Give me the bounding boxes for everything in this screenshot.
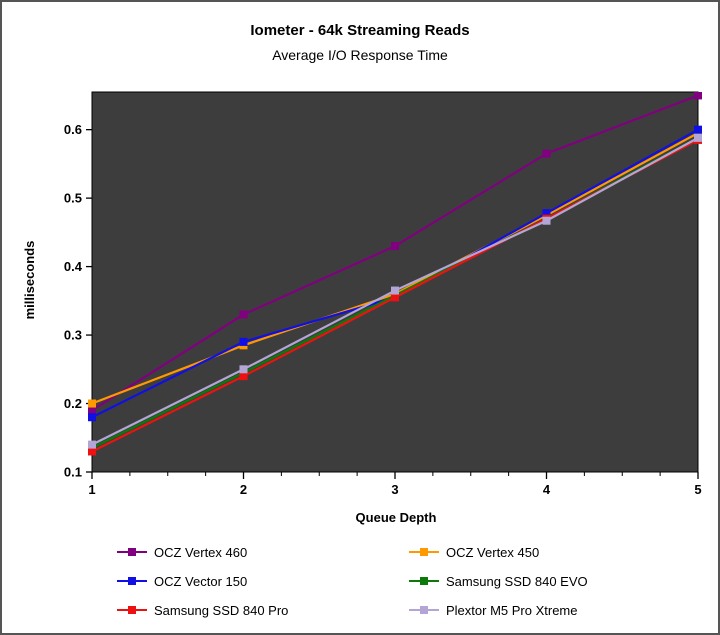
- legend-marker-icon: [409, 547, 439, 557]
- data-point-marker: [239, 310, 248, 319]
- data-point-marker: [88, 413, 96, 422]
- x-tick-label: 3: [391, 482, 398, 497]
- legend-item: OCZ Vertex 450: [409, 542, 701, 562]
- data-point-marker: [694, 92, 702, 100]
- y-tick-label: 0.4: [64, 259, 83, 274]
- legend-label: Samsung SSD 840 Pro: [154, 602, 289, 618]
- legend-item: Samsung SSD 840 Pro: [117, 600, 409, 620]
- x-tick-label: 4: [543, 482, 551, 497]
- legend-label: OCZ Vector 150: [154, 573, 248, 589]
- legend-label: Plextor M5 Pro Xtreme: [446, 602, 578, 618]
- legend-label: Samsung SSD 840 EVO: [446, 573, 588, 589]
- y-tick-label: 0.2: [64, 396, 82, 411]
- data-point-marker: [239, 365, 248, 374]
- x-tick-label: 1: [88, 482, 95, 497]
- data-point-marker: [391, 242, 399, 251]
- legend-label: OCZ Vertex 450: [446, 544, 540, 560]
- chart-title: Iometer - 64k Streaming Reads: [250, 22, 470, 39]
- x-tick-label: 2: [240, 482, 247, 497]
- x-tick-label: 5: [694, 482, 701, 497]
- data-point-marker: [88, 406, 96, 415]
- legend: OCZ Vertex 460 OCZ Vertex 450 OCZ Vector 1…: [117, 542, 701, 620]
- data-point-marker: [542, 216, 551, 225]
- chart-subtitle: Average I/O Response Time: [272, 47, 448, 63]
- data-point-marker: [391, 293, 399, 302]
- legend-item: OCZ Vector 150: [117, 571, 409, 591]
- legend-marker-icon: [409, 576, 439, 586]
- legend-item: Plextor M5 Pro Xtreme: [409, 600, 701, 620]
- legend-label: OCZ Vertex 460: [154, 544, 248, 560]
- data-point-marker: [239, 337, 248, 346]
- legend-marker-icon: [409, 605, 439, 615]
- y-tick-label: 0.5: [64, 191, 82, 206]
- data-point-marker: [542, 149, 551, 158]
- plot-background: [91, 91, 699, 473]
- series-group: [88, 92, 702, 456]
- legend-item: Samsung SSD 840 EVO: [409, 571, 701, 591]
- data-point-marker: [391, 286, 399, 295]
- data-point-marker: [239, 372, 248, 381]
- data-point-marker: [88, 447, 96, 456]
- legend-marker-icon: [117, 576, 147, 586]
- data-point-marker: [694, 125, 702, 134]
- x-axis-label: Queue Depth: [355, 510, 437, 525]
- legend-item: OCZ Vertex 460: [117, 542, 409, 562]
- data-point-marker: [88, 399, 96, 408]
- y-axis-label: milliseconds: [22, 240, 37, 320]
- y-tick-label: 0.1: [64, 465, 82, 480]
- legend-marker-icon: [117, 547, 147, 557]
- data-point-marker: [694, 133, 702, 142]
- data-point-marker: [88, 440, 96, 449]
- legend-marker-icon: [117, 605, 147, 615]
- y-tick-label: 0.6: [64, 122, 82, 137]
- y-tick-label: 0.3: [64, 328, 82, 343]
